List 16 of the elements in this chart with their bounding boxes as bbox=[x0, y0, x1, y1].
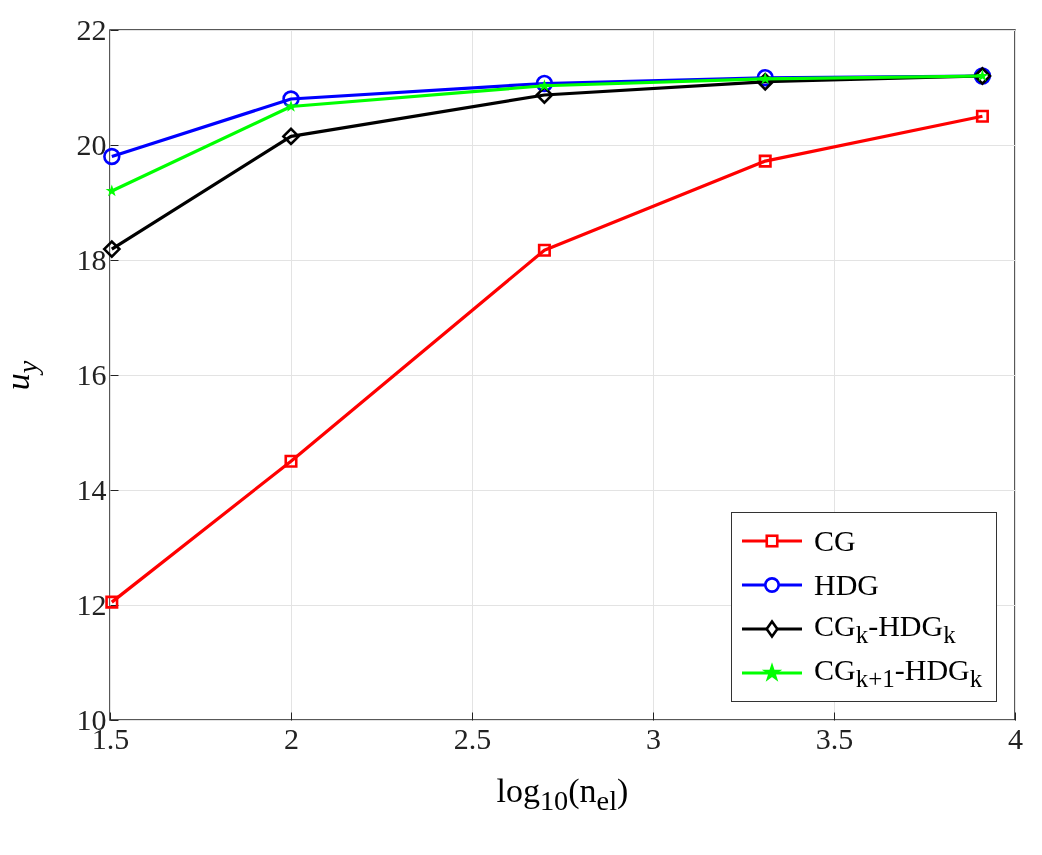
x-axis-title: log$_{10}$(n$_{el}$) bbox=[496, 772, 629, 817]
y-tick-label: 22 bbox=[76, 12, 107, 46]
legend-label: CG$_{k+1}$-HDG$_{k}$ bbox=[814, 653, 983, 693]
y-tick-label: 18 bbox=[76, 242, 107, 276]
x-tick-label: 3 bbox=[646, 721, 661, 755]
y-tick-label: 20 bbox=[76, 127, 107, 161]
y-tick-label: 12 bbox=[76, 587, 107, 621]
y-tick-label: 16 bbox=[76, 357, 107, 391]
legend-label: CG$_{k}$-HDG$_{k}$ bbox=[814, 609, 956, 649]
legend-label: HDG bbox=[814, 568, 879, 602]
x-tick-label: 4 bbox=[1008, 721, 1023, 755]
x-tick-label: 2.5 bbox=[453, 721, 492, 755]
x-tick-label: 3.5 bbox=[815, 721, 854, 755]
x-tick-label: 2 bbox=[284, 721, 299, 755]
legend-label: CG bbox=[814, 524, 856, 558]
y-tick-label: 14 bbox=[76, 472, 107, 506]
